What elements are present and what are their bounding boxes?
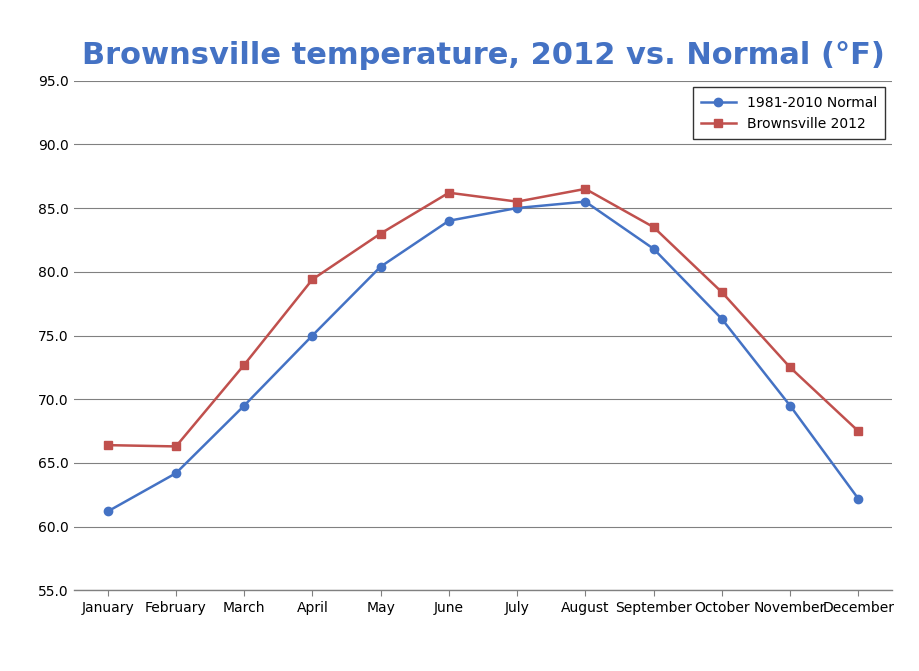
Brownsville 2012: [102, 441, 113, 449]
Line: Brownsville 2012: Brownsville 2012: [104, 185, 861, 451]
1981-2010 Normal: [511, 204, 522, 212]
Legend: 1981-2010 Normal, Brownsville 2012: 1981-2010 Normal, Brownsville 2012: [692, 87, 884, 139]
Brownsville 2012: [784, 363, 795, 371]
1981-2010 Normal: [647, 245, 658, 253]
Brownsville 2012: [170, 442, 181, 450]
1981-2010 Normal: [375, 262, 386, 270]
1981-2010 Normal: [307, 331, 318, 340]
1981-2010 Normal: [238, 401, 249, 409]
1981-2010 Normal: [579, 197, 590, 205]
Brownsville 2012: [647, 223, 658, 231]
1981-2010 Normal: [443, 217, 454, 225]
Brownsville 2012: [852, 427, 863, 435]
Brownsville 2012: [375, 229, 386, 238]
Brownsville 2012: [443, 189, 454, 197]
1981-2010 Normal: [102, 507, 113, 515]
1981-2010 Normal: [852, 495, 863, 503]
1981-2010 Normal: [170, 469, 181, 477]
Title: Brownsville temperature, 2012 vs. Normal (°F): Brownsville temperature, 2012 vs. Normal…: [82, 41, 883, 70]
Line: 1981-2010 Normal: 1981-2010 Normal: [104, 197, 861, 515]
Brownsville 2012: [307, 275, 318, 283]
Brownsville 2012: [511, 197, 522, 205]
Brownsville 2012: [579, 185, 590, 193]
Brownsville 2012: [238, 361, 249, 369]
1981-2010 Normal: [716, 315, 727, 323]
1981-2010 Normal: [784, 401, 795, 409]
Brownsville 2012: [716, 288, 727, 296]
